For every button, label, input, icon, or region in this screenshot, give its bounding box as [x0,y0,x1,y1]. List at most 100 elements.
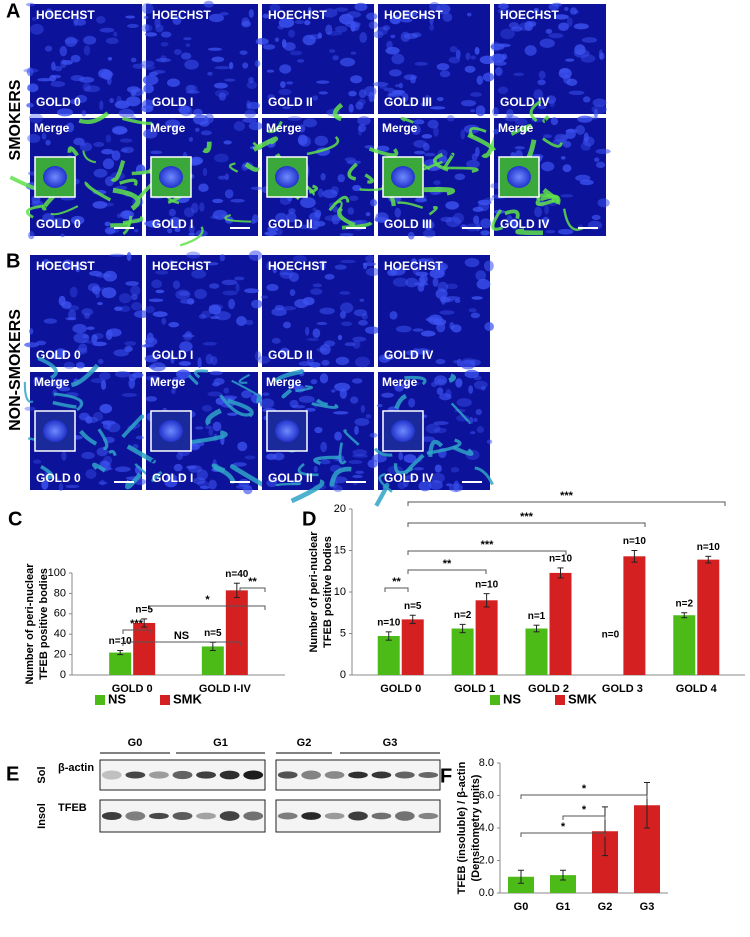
band [395,811,415,821]
nucleus [387,93,396,98]
nucleus [186,84,196,93]
nucleus [573,23,589,30]
nucleus [185,43,191,47]
nucleus [471,296,483,300]
nucleus [558,228,574,235]
nucleus [58,295,66,306]
bar [623,556,646,675]
nucleus [538,105,547,109]
nucleus [420,436,436,442]
nucleus [58,386,71,392]
nucleus [470,55,476,60]
band [348,811,368,821]
nucleus [464,258,480,268]
nucleus [104,226,116,235]
nucleus [344,342,356,347]
nucleus [195,127,200,133]
nucleus [214,89,230,98]
legend-label: NS [503,691,521,706]
fiber [244,162,260,172]
nucleus [562,164,572,173]
nucleus [449,46,458,53]
nucleus [61,60,73,65]
error-bar [409,614,416,625]
nucleus [402,381,410,389]
n-label: n=10 [623,536,647,547]
nucleus [30,23,44,35]
nucleus [278,17,295,28]
nucleus [545,28,553,34]
nucleus [178,105,191,115]
nucleus [74,18,87,26]
group-label: GOLD IV [500,95,549,109]
nucleus [131,88,144,96]
error-bar [483,593,490,608]
bar [673,615,696,675]
nucleus [534,206,542,218]
nucleus [390,34,396,39]
nucleus [490,43,505,51]
nucleus [373,30,384,39]
nucleus [429,16,434,25]
nucleus [91,285,101,295]
fiber [224,213,252,223]
band [101,770,122,780]
nucleus [201,405,213,412]
nucleus [597,198,610,208]
nucleus [239,50,248,55]
nucleus [44,45,53,52]
inset-nucleus [391,166,415,188]
nucleus [143,83,154,94]
nucleus [595,148,611,154]
nucleus [302,34,316,46]
nucleus [558,67,572,79]
nucleus [262,392,270,396]
nucleus [592,98,607,107]
y-tick-label: 20 [54,649,66,661]
nucleus [26,67,34,77]
group-label: GOLD II [268,348,313,362]
nucleus [274,37,280,43]
group-label: GOLD I [152,348,193,362]
nucleus [267,94,275,100]
nucleus [354,425,359,435]
nucleus [392,89,406,95]
nucleus [491,53,506,63]
nucleus [218,92,227,101]
hoechst-image [140,250,263,372]
sig-label: ** [392,576,401,588]
nucleus [191,269,207,279]
nucleus [141,105,154,113]
fiber [424,187,455,196]
nucleus [527,21,537,27]
nucleus [511,218,519,230]
y-axis-title: Number of peri-nuclear [24,563,36,685]
nucleus [467,12,472,17]
hoechst-image [255,2,378,117]
fiber [442,152,455,170]
nucleus [294,298,309,309]
nucleus [413,467,424,471]
nucleus [132,372,144,378]
group-label: GOLD II [268,217,313,231]
nucleus [310,379,318,385]
nucleus [495,67,503,76]
nucleus [461,358,476,365]
nucleus [101,420,116,425]
sig-label: *** [130,618,144,630]
nucleus [112,126,128,134]
y-axis-title: TFEB positive bodies [322,536,334,648]
n-label: n=10 [109,636,133,647]
error-bar [644,782,650,829]
nucleus [282,321,291,329]
nucleus [145,32,157,37]
x-tick-label: G1 [556,901,571,913]
nucleus [426,257,435,264]
nucleus [554,14,569,20]
hoechst-image [257,255,380,368]
nucleus [414,197,428,203]
nucleus [506,215,513,225]
nucleus [422,220,435,230]
nucleus [296,59,305,63]
nucleus [205,353,214,365]
